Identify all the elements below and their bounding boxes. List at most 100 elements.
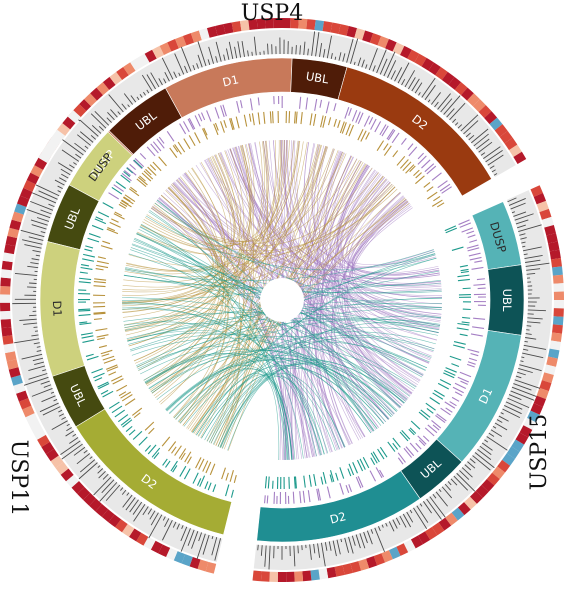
usp4-feature-tick bbox=[338, 120, 340, 128]
usp15-heat-cell bbox=[319, 568, 329, 579]
usp15-feature-tick bbox=[314, 474, 316, 486]
usp4-feature-tick bbox=[237, 101, 240, 113]
usp15-feature-tick bbox=[457, 323, 469, 325]
title-usp11: USP11 bbox=[6, 440, 31, 516]
usp11-feature-tick bbox=[129, 430, 135, 435]
usp11-feature-tick bbox=[116, 385, 127, 391]
usp15-feature-tick bbox=[421, 410, 430, 417]
usp11-heat-cell bbox=[0, 303, 10, 312]
usp15-feature-tick bbox=[304, 476, 305, 488]
usp4-feature-tick bbox=[180, 124, 186, 134]
usp11-feature-tick bbox=[82, 336, 94, 338]
usp4-feature-tick bbox=[421, 160, 430, 168]
usp15-heat-cell bbox=[551, 258, 562, 268]
usp15-feature-tick bbox=[393, 443, 398, 449]
usp11-feature-tick bbox=[102, 241, 110, 243]
usp11-feature-tick bbox=[226, 485, 229, 497]
usp11-feature-tick bbox=[172, 447, 177, 453]
usp4-feature-tick bbox=[424, 182, 430, 187]
usp15-feature-tick bbox=[470, 257, 482, 260]
usp11-feature-tick bbox=[149, 428, 155, 434]
usp4-feature-tick bbox=[250, 98, 252, 110]
usp11-feature-tick bbox=[110, 222, 121, 227]
usp4-feature-tick bbox=[382, 126, 388, 136]
usp4-feature-tick bbox=[425, 164, 434, 172]
usp4-feature-tick bbox=[300, 97, 301, 109]
usp11-feature-tick bbox=[193, 473, 198, 484]
usp11-feature-tick bbox=[88, 238, 99, 242]
usp11-feature-tick bbox=[83, 254, 95, 257]
usp4-feature-tick bbox=[159, 157, 167, 166]
usp15-feature-tick bbox=[267, 495, 268, 503]
usp15-heat-cell bbox=[553, 316, 564, 325]
title-usp4: USP4 bbox=[241, 1, 303, 26]
usp11-feature-tick bbox=[234, 475, 236, 483]
usp11-feature-tick bbox=[103, 356, 114, 360]
usp11-feature-tick bbox=[81, 333, 93, 335]
usp4-feature-tick bbox=[296, 112, 297, 124]
usp4-feature-tick bbox=[320, 100, 322, 108]
usp4-feature-tick bbox=[310, 113, 312, 125]
usp15-feature-tick bbox=[454, 342, 466, 345]
usp15-feature-tick bbox=[453, 387, 464, 392]
usp11-feature-tick bbox=[109, 372, 116, 375]
usp4-feature-tick bbox=[409, 147, 417, 156]
usp11-feature-tick bbox=[184, 469, 190, 480]
usp15-heat-cell bbox=[310, 570, 319, 581]
usp11-feature-tick bbox=[231, 490, 233, 498]
usp4-feature-tick bbox=[195, 132, 201, 143]
usp15-feature-tick bbox=[348, 469, 351, 476]
usp4-feature-tick bbox=[427, 187, 433, 192]
usp4-feature-tick bbox=[393, 151, 398, 157]
usp15-heat-cell bbox=[269, 572, 278, 582]
usp4-feature-tick bbox=[167, 131, 174, 141]
usp15-feature-tick bbox=[455, 392, 462, 396]
usp11-feature-tick bbox=[111, 219, 118, 222]
usp4-feature-tick bbox=[401, 138, 406, 144]
usp11-feature-tick bbox=[102, 354, 110, 356]
usp15-feature-tick bbox=[398, 453, 405, 463]
usp15-feature-tick bbox=[461, 269, 469, 270]
usp15-feature-tick bbox=[468, 235, 476, 238]
usp4-feature-tick bbox=[432, 173, 441, 180]
usp11-hist-bar bbox=[29, 283, 37, 284]
usp15-feature-tick bbox=[349, 484, 352, 492]
usp15-feature-tick bbox=[469, 253, 481, 256]
usp4-feature-tick bbox=[301, 112, 302, 124]
usp11-feature-tick bbox=[133, 431, 142, 439]
usp15-feature-tick bbox=[323, 472, 326, 484]
usp4-feature-tick bbox=[345, 107, 349, 118]
usp4-feature-tick bbox=[408, 144, 413, 150]
usp11-feature-tick bbox=[145, 422, 154, 430]
usp15-heat-cell bbox=[554, 300, 564, 308]
usp11-feature-tick bbox=[93, 373, 104, 378]
usp4-feature-tick bbox=[427, 166, 436, 174]
usp4-heat-cell bbox=[314, 20, 324, 31]
usp15-heat-cell bbox=[294, 571, 303, 581]
usp11-feature-tick bbox=[103, 203, 114, 209]
usp15-feature-tick bbox=[346, 485, 349, 493]
usp4-feature-tick bbox=[314, 114, 316, 126]
usp4-feature-tick bbox=[224, 120, 226, 128]
usp11-feature-tick bbox=[96, 265, 108, 267]
chord-link bbox=[219, 153, 442, 297]
usp4-heat-cell bbox=[306, 19, 315, 30]
usp15-feature-tick bbox=[393, 438, 401, 447]
usp15-heat-cell bbox=[554, 308, 564, 317]
usp15-feature-tick bbox=[468, 349, 480, 352]
usp15-feature-tick bbox=[468, 248, 480, 251]
usp15-feature-tick bbox=[430, 398, 440, 405]
usp15-feature-tick bbox=[441, 408, 451, 415]
usp15-feature-tick bbox=[462, 317, 470, 318]
usp15-feature-tick bbox=[451, 364, 458, 367]
usp15-feature-tick bbox=[462, 322, 470, 323]
usp11-feature-tick bbox=[89, 234, 100, 238]
usp15-feature-tick bbox=[265, 495, 266, 503]
usp11-feature-tick bbox=[226, 473, 228, 481]
usp11-heat-cell bbox=[3, 252, 14, 262]
chord-link bbox=[151, 354, 371, 433]
usp15-feature-tick bbox=[460, 334, 468, 336]
usp15-feature-tick bbox=[462, 228, 473, 232]
